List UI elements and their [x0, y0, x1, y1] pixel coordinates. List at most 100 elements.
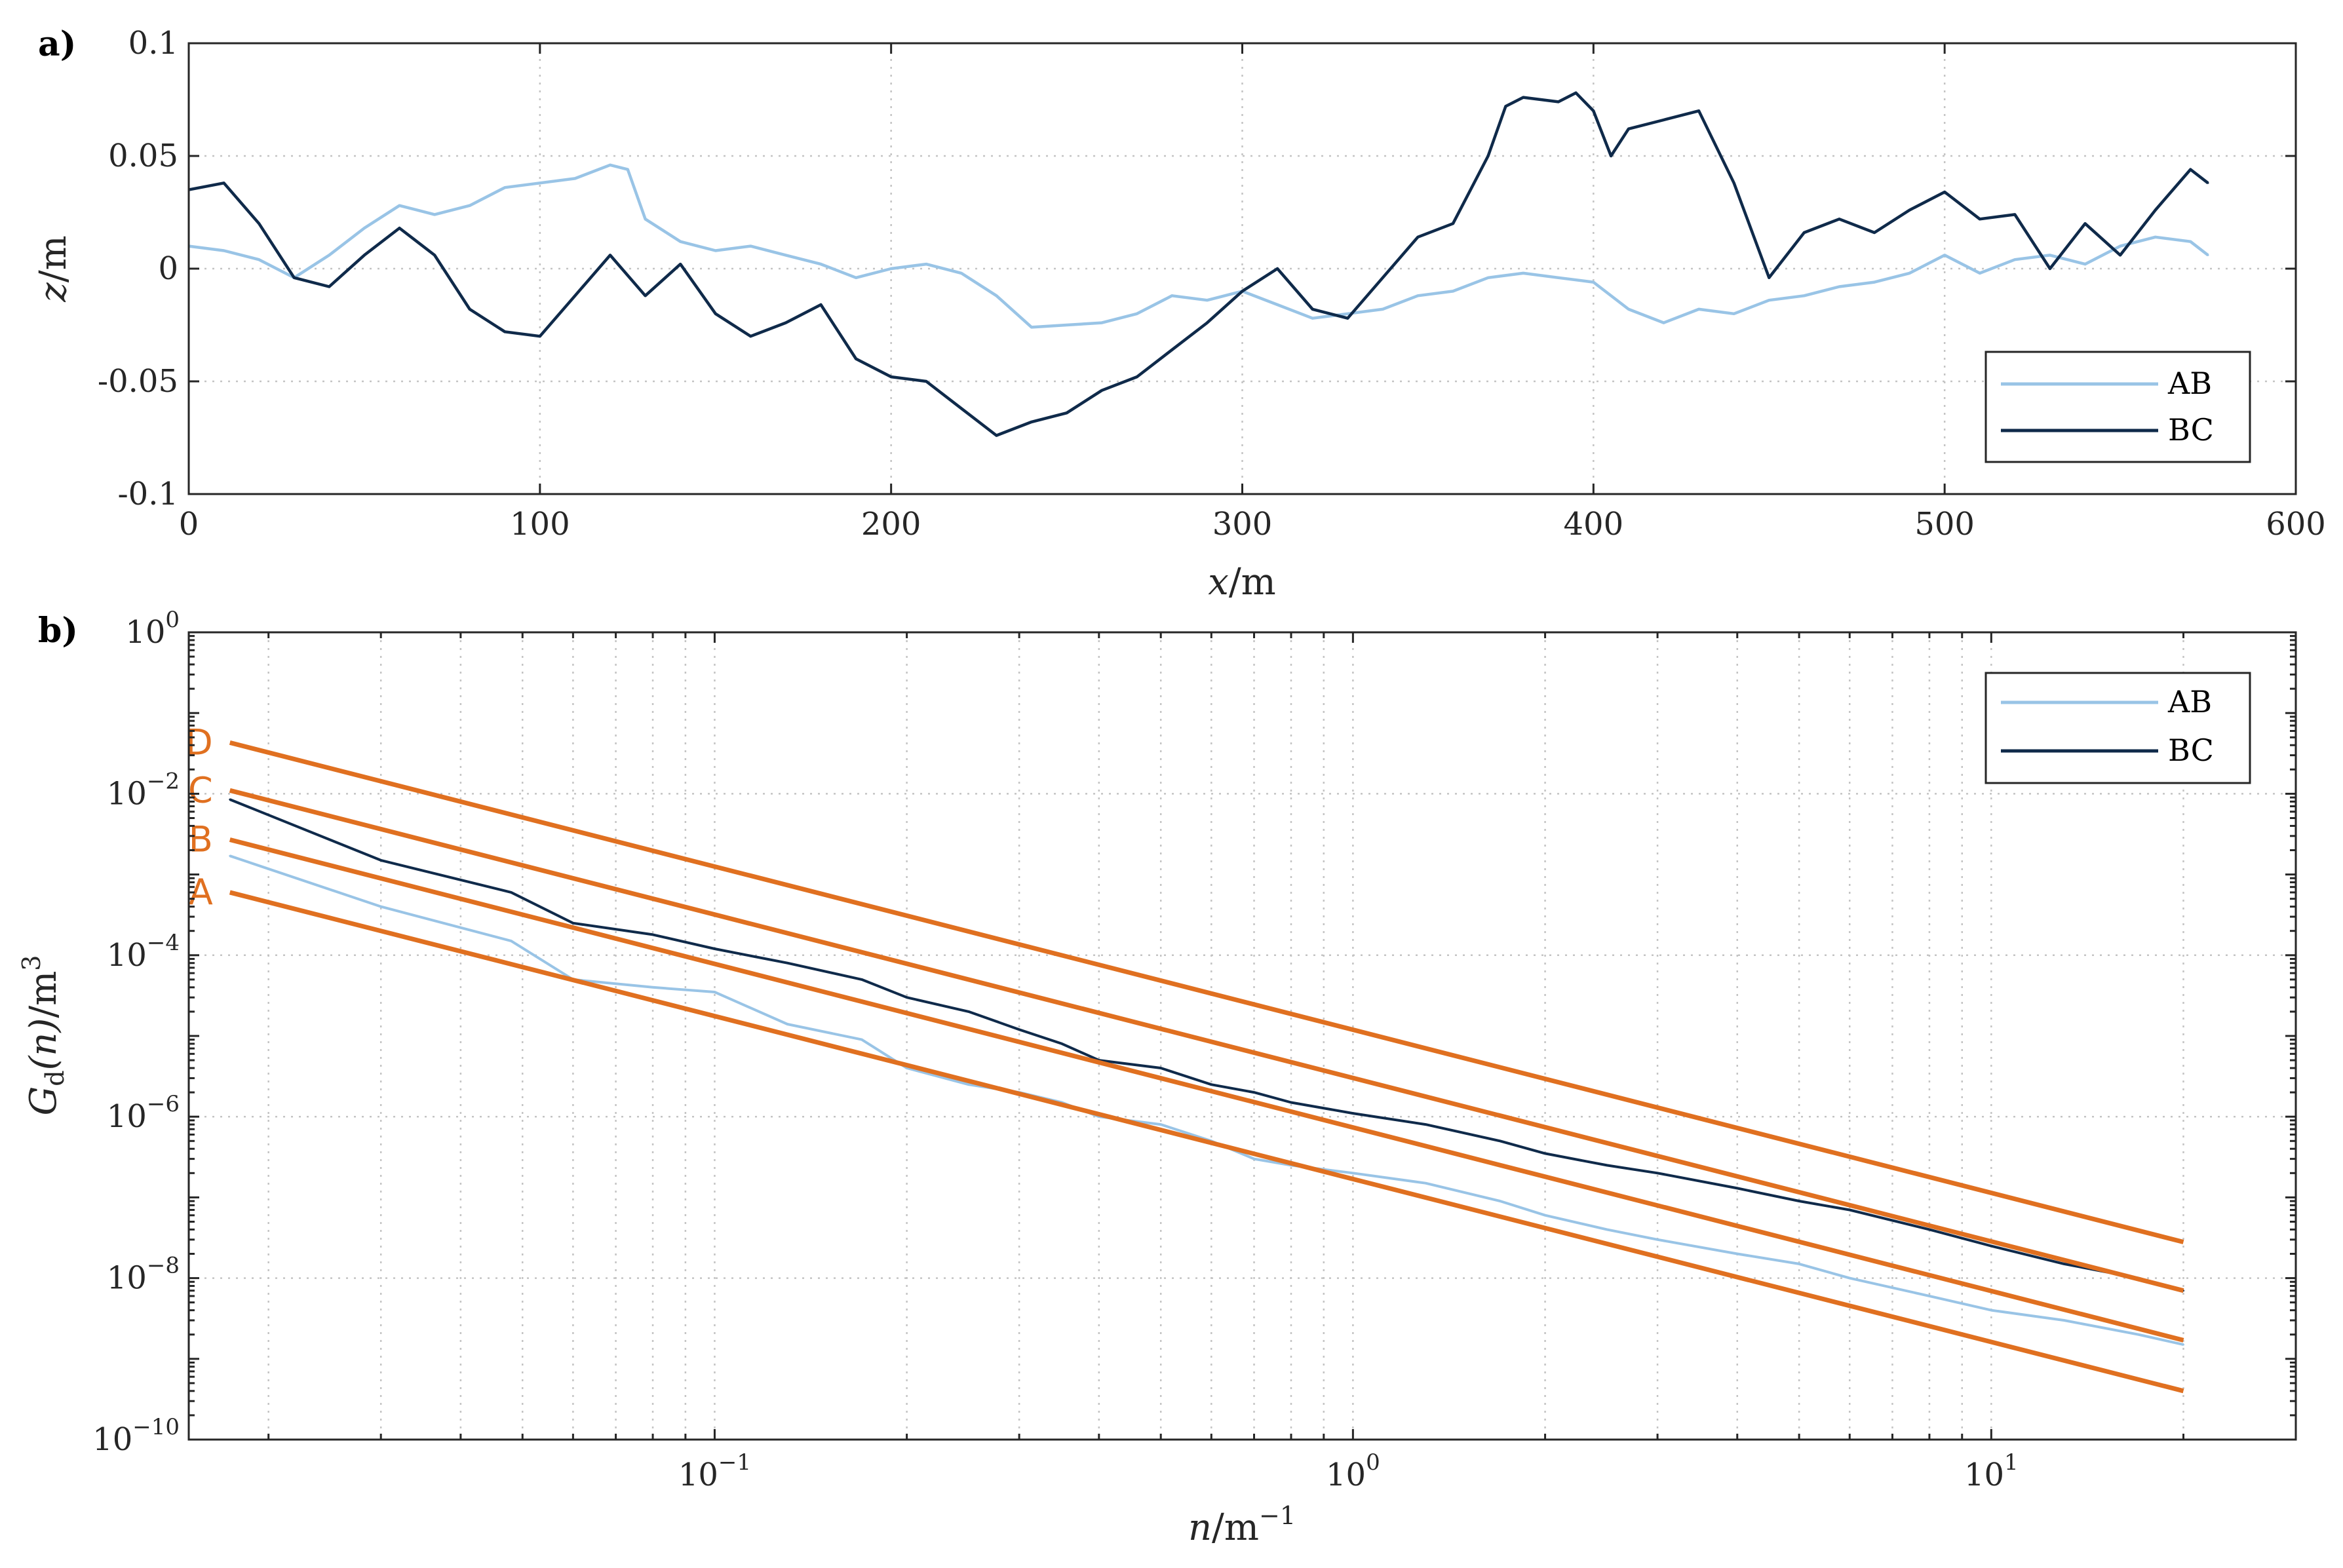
panel-b-label: b): [38, 611, 78, 651]
panel-a-series-bc-point: [1873, 231, 1876, 234]
panel-b-series-bc-point: [510, 891, 513, 894]
panel-b-series-ab-point: [1606, 1228, 1608, 1231]
panel-a-series-bc-point: [1522, 96, 1524, 99]
panel-a-x-tick-label: 300: [1212, 506, 1273, 543]
panel-b-series-bc-point: [713, 947, 716, 950]
panel-a-series-bc-point: [1206, 322, 1209, 324]
panel-a-series-bc-point: [1487, 155, 1490, 157]
panel-a-series-bc-point: [1733, 182, 1735, 184]
panel-b-series-ab-point: [379, 906, 382, 908]
panel-a-series-bc-point: [2119, 254, 2121, 256]
panel-b-series-ab-point: [1848, 1277, 1851, 1280]
panel-b-x-tick-label: 100: [1326, 1449, 1380, 1493]
panel-a-series-bc-point: [2049, 267, 2051, 270]
panel-b-y-tick-label: 10−4: [107, 930, 180, 974]
panel-a-series-bc-point: [539, 335, 541, 337]
panel-a-series-bc-point: [398, 227, 400, 229]
panel-a-y-tick-label: 0.05: [108, 138, 178, 174]
reference-line-c: [229, 788, 2184, 1293]
panel-b-ticks: 10−1 100 101 10−10 10−8 10−6 10−4 10−2 100: [92, 607, 2296, 1493]
panel-a-series-bc-point: [2207, 182, 2209, 184]
panel-a-series-ab-point: [1592, 281, 1595, 284]
panel-a-y-tick-label: 0.1: [128, 25, 178, 62]
panel-b-series-bc-point: [1798, 1200, 1800, 1202]
panel-a-series-bc-point: [1592, 109, 1595, 112]
panel-a-series-bc-point: [890, 375, 893, 378]
panel-a-series-ab-point: [714, 250, 717, 252]
panel-b-series-ab-point: [229, 854, 231, 857]
panel-b-series-ab-point: [1990, 1309, 1992, 1312]
panel-b-x-tick-label: 101: [1964, 1449, 2019, 1493]
panel-b-series-ab-point: [1928, 1295, 1931, 1297]
panel-a-series-ab-point: [2084, 263, 2086, 265]
panel-a-series-bc-point: [1768, 277, 1770, 279]
panel-a-series-bc-point: [573, 294, 576, 297]
panel-a-series-bc-point: [1346, 317, 1349, 320]
panel-a-series-bc-point: [1452, 222, 1454, 225]
panel-a-y-axis-var: z: [32, 282, 75, 303]
panel-a-series-ab-point: [1522, 272, 1524, 275]
panel-b-series-ab-point: [967, 1083, 970, 1086]
panel-b-series-ab-point: [1656, 1238, 1659, 1241]
reference-line-label-c: C: [188, 769, 213, 811]
panel-a-series-ab-point: [258, 258, 260, 261]
panel-b-series-ab-point: [1798, 1263, 1800, 1265]
panel-b-series-ab-line: [229, 854, 2184, 1347]
reference-line-a: [229, 890, 2184, 1394]
panel-b-series-bc-point: [1499, 1139, 1501, 1142]
panel-a-series-ab-point: [1838, 286, 1840, 288]
panel-b-series-bc-point: [1351, 1112, 1354, 1115]
panel-b-legend: AB BC: [1985, 672, 2251, 784]
panel-a-series-bc-point: [855, 358, 857, 360]
panel-a-series-ab-point: [398, 204, 400, 207]
panel-a-series-ab-point: [1979, 272, 1981, 275]
panel-b-series-bc-point: [1159, 1067, 1162, 1069]
panel-a-series-bc-point: [1979, 218, 1981, 220]
panel-a-series-bc-point: [960, 407, 963, 410]
panel-b-axes-box: [187, 631, 2297, 1441]
panel-a-series-ab-point: [1416, 294, 1419, 297]
panel-a-series-ab-point: [749, 245, 752, 248]
panel-a-series-bc-point: [784, 322, 787, 324]
panel-b-series-bc-point: [1544, 1152, 1547, 1155]
panel-a-series-ab-point: [995, 294, 997, 297]
panel-a-series-ab-point: [573, 177, 576, 180]
panel-a-x-tick-label: 600: [2266, 506, 2326, 543]
panel-b-series: [229, 798, 2184, 1347]
panel-b-legend-box: [1985, 672, 2251, 784]
panel-b-series-bc-point: [861, 978, 863, 981]
panel-a-series-bc-point: [925, 380, 927, 383]
panel-b-y-tick-label: 10−2: [107, 768, 180, 812]
panel-b-series-bc-point: [1848, 1209, 1851, 1211]
panel-a-x-tick-label: 500: [1914, 506, 1975, 543]
panel-b-x-tick-label: 10−1: [678, 1449, 751, 1493]
panel-b-series-bc-point: [571, 922, 574, 925]
panel-b-legend-label-bc: BC: [2168, 733, 2214, 768]
panel-b-series-bc-point: [651, 933, 654, 936]
panel-b-series-bc-point: [1424, 1123, 1427, 1126]
panel-a-legend: AB BC: [1985, 351, 2251, 463]
panel-b-y-axis-unit: /m: [22, 971, 65, 1018]
panel-a-series-ab-point: [2119, 245, 2121, 248]
panel-b-series-ab-point: [1159, 1123, 1162, 1126]
panel-a-series-bc-point: [503, 330, 506, 333]
panel-a-series-bc-point: [1627, 128, 1630, 130]
panel-a-series-bc-point: [820, 303, 822, 306]
panel-b-series-bc-point: [1210, 1083, 1212, 1086]
panel-a-series-ab-point: [1346, 313, 1349, 315]
panel-a-series-bc-point: [1171, 349, 1173, 351]
panel-a-series-bc-point: [328, 286, 330, 288]
panel-a-series-bc-point: [1908, 209, 1911, 212]
panel-a-series-bc-point: [223, 182, 225, 184]
panel-a-series-bc-point: [1030, 421, 1033, 423]
panel-a-series-bc-point: [1557, 100, 1560, 103]
panel-a-series-ab-point: [1697, 308, 1700, 311]
panel-b-series-bc-point: [786, 962, 788, 965]
panel-b-series-bc-point: [1928, 1228, 1931, 1231]
reference-line-b: [229, 837, 2184, 1343]
panel-b-y-tick-label: 10−8: [107, 1253, 180, 1297]
panel-b-series-bc-point: [1018, 1028, 1020, 1031]
panel-b-y-axis-unit-exp: 3: [17, 955, 46, 971]
panel-a-series-bc-point: [1504, 105, 1507, 107]
panel-a-series-ab-point: [2189, 240, 2192, 243]
